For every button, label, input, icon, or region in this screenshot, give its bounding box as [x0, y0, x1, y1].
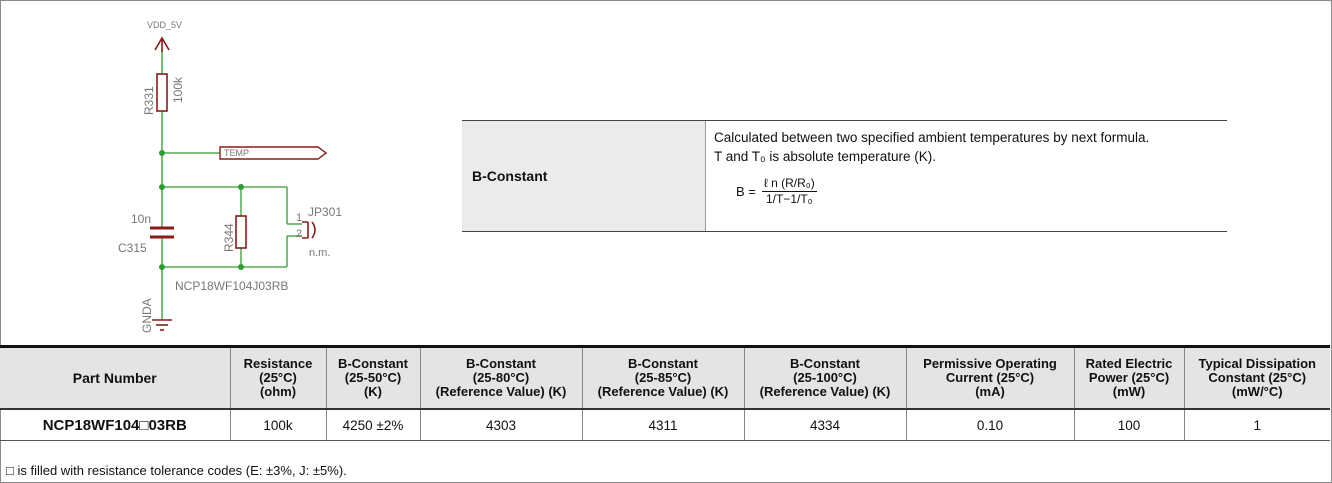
- jp301-body: [302, 221, 309, 239]
- formula-denominator: 1/T−1/T₀: [765, 192, 813, 206]
- table-cell: 4334: [744, 409, 907, 441]
- thermistor-schematic: VDD_5V R331 100k TEMP 10n C315 R344 1 JP…: [118, 20, 342, 333]
- jp301-pin2: 2: [296, 228, 302, 240]
- temp-label: TEMP: [224, 148, 249, 158]
- formula-fraction: ℓ n (R/R₀) 1/T−1/T₀: [761, 176, 817, 207]
- b-constant-label: B-Constant: [462, 121, 706, 231]
- ground-label: GNDA: [140, 298, 154, 333]
- header-line: Resistance: [243, 356, 313, 371]
- r331-ref: R331: [142, 86, 156, 115]
- header-line: (25-85°C): [634, 370, 692, 385]
- c315-value: 10n: [131, 212, 151, 226]
- b-constant-definition: B-Constant Calculated between two specif…: [462, 120, 1227, 232]
- formula-lhs: B =: [736, 184, 756, 199]
- column-header: Permissive Operating Current (25°C) (mA): [906, 346, 1075, 410]
- column-header: B-Constant (25-100°C) (Reference Value) (K…: [744, 346, 907, 410]
- thermistor-part-label: NCP18WF104J03RB: [175, 279, 288, 293]
- jp301-arc: [311, 221, 316, 239]
- b-constant-line2: T and T₀ is absolute temperature (K).: [714, 149, 936, 164]
- table-cell: 0.10: [906, 409, 1075, 441]
- header-line: (mA): [975, 384, 1005, 399]
- header-line: (mW): [1112, 384, 1146, 399]
- header-line: (Reference Value) (K): [435, 384, 567, 399]
- header-line: Part Number: [72, 370, 157, 386]
- r331-value: 100k: [171, 76, 185, 103]
- header-line: (Reference Value) (K): [759, 384, 891, 399]
- table-cell: 100k: [230, 409, 327, 441]
- r344-resistor: [235, 215, 247, 249]
- supply-label: VDD_5V: [147, 20, 182, 30]
- header-line: (Reference Value) (K): [597, 384, 729, 399]
- header-line: (25-100°C): [793, 370, 857, 385]
- table-cell: 1: [1184, 409, 1330, 441]
- header-line: Power (25°C): [1088, 370, 1170, 385]
- header-line: (mW/°C): [1231, 384, 1283, 399]
- b-constant-description: Calculated between two specified ambient…: [706, 121, 1227, 231]
- table-row: NCP18WF104□03RB 100k 4250 ±2% 4303 4311 4334 0…: [0, 409, 1330, 441]
- formula-numerator: ℓ n (R/R₀): [761, 176, 817, 192]
- supply-arrow-icon: [154, 36, 170, 52]
- spec-table: Part Number Resistance (25°C) (ohm) B-Consta…: [0, 345, 1330, 441]
- jp301-pin1: 1: [296, 212, 302, 224]
- cell-part-number: NCP18WF104□03RB: [0, 409, 231, 441]
- table-cell: 4311: [582, 409, 745, 441]
- table-cell: 4250 ±2%: [326, 409, 421, 441]
- b-constant-line1: Calculated between two specified ambient…: [714, 130, 1150, 145]
- components: [150, 36, 316, 331]
- header-line: B-Constant: [789, 356, 861, 371]
- header-line: B-Constant: [465, 356, 537, 371]
- jp301-ref: JP301: [308, 205, 342, 219]
- header-line: Permissive Operating: [923, 356, 1057, 371]
- junction-dots: [159, 150, 244, 270]
- column-header: B-Constant (25-50°C) (K): [326, 346, 421, 410]
- column-header: Rated Electric Power (25°C) (mW): [1074, 346, 1185, 410]
- header-line: (25-80°C): [472, 370, 530, 385]
- header-part-number: Part Number: [0, 346, 231, 410]
- c315-ref: C315: [118, 241, 147, 255]
- column-header: B-Constant (25-85°C) (Reference Value) (K): [582, 346, 745, 410]
- table-cell: 100: [1074, 409, 1185, 441]
- jp301-note: n.m.: [309, 247, 330, 259]
- header-line: B-Constant: [627, 356, 699, 371]
- column-header: Typical Dissipation Constant (25°C) (mW/°C…: [1184, 346, 1330, 410]
- header-line: Typical Dissipation: [1198, 356, 1316, 371]
- schematic-wires: [161, 50, 302, 320]
- header-line: Current (25°C): [945, 370, 1035, 385]
- table-header-row: Part Number Resistance (25°C) (ohm) B-Consta…: [0, 346, 1330, 410]
- header-line: (25-50°C): [344, 370, 402, 385]
- header-line: B-Constant: [337, 356, 409, 371]
- r344-ref: R344: [222, 223, 236, 252]
- header-line: (25°C): [259, 370, 297, 385]
- b-constant-formula: B = ℓ n (R/R₀) 1/T−1/T₀: [736, 176, 1219, 207]
- table-cell: 4303: [420, 409, 583, 441]
- header-line: Constant (25°C): [1208, 370, 1307, 385]
- r331-resistor: [156, 73, 168, 112]
- header-line: (ohm): [259, 384, 297, 399]
- column-header: B-Constant (25-80°C) (Reference Value) (K): [420, 346, 583, 410]
- header-line: Rated Electric: [1085, 356, 1173, 371]
- header-line: (K): [363, 384, 383, 399]
- column-header: Resistance (25°C) (ohm): [230, 346, 327, 410]
- temp-net-flag: [219, 146, 328, 160]
- tolerance-note: □ is filled with resistance tolerance co…: [6, 463, 347, 478]
